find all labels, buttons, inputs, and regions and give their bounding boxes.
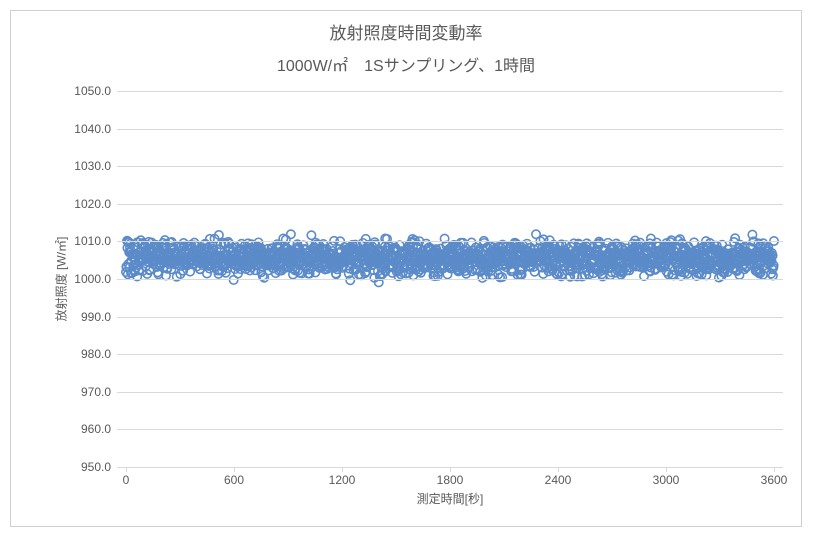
gridline-horizontal [117,317,783,318]
gridline-horizontal [117,392,783,393]
gridline-horizontal [117,279,783,280]
y-tick-label: 980.0 [81,347,117,361]
gridline-horizontal [117,354,783,355]
gridline-horizontal [117,91,783,92]
gridline-horizontal [117,166,783,167]
plot-area: 放射照度 [W/㎡] 測定時間[秒] 950.0960.0970.0980.09… [117,91,783,467]
y-tick-label: 1010.0 [74,234,117,248]
x-tick-label: 2400 [545,467,572,487]
gridline-horizontal [117,204,783,205]
y-tick-label: 1050.0 [74,84,117,98]
gridline-horizontal [117,429,783,430]
chart-title-sub: 1000W/㎡ 1Sサンプリング、1時間 [11,52,801,76]
y-tick-label: 950.0 [81,460,117,474]
y-tick-label: 1040.0 [74,122,117,136]
y-tick-label: 990.0 [81,310,117,324]
x-tick-label: 1200 [329,467,356,487]
chart-title-main: 放射照度時間変動率 [11,19,801,44]
y-axis-label: 放射照度 [W/㎡] [53,237,70,322]
y-tick-label: 1000.0 [74,272,117,286]
x-tick-label: 600 [224,467,244,487]
y-tick-label: 970.0 [81,385,117,399]
x-tick-label: 3000 [653,467,680,487]
y-tick-label: 1030.0 [74,159,117,173]
x-tick-label: 0 [123,467,130,487]
gridline-horizontal [117,241,783,242]
x-tick-label: 3600 [761,467,788,487]
y-tick-label: 1020.0 [74,197,117,211]
y-tick-label: 960.0 [81,422,117,436]
x-tick-label: 1800 [437,467,464,487]
gridline-horizontal [117,129,783,130]
chart-frame: 放射照度時間変動率 1000W/㎡ 1Sサンプリング、1時間 放射照度 [W/㎡… [10,10,802,527]
x-axis-label: 測定時間[秒] [417,490,484,507]
